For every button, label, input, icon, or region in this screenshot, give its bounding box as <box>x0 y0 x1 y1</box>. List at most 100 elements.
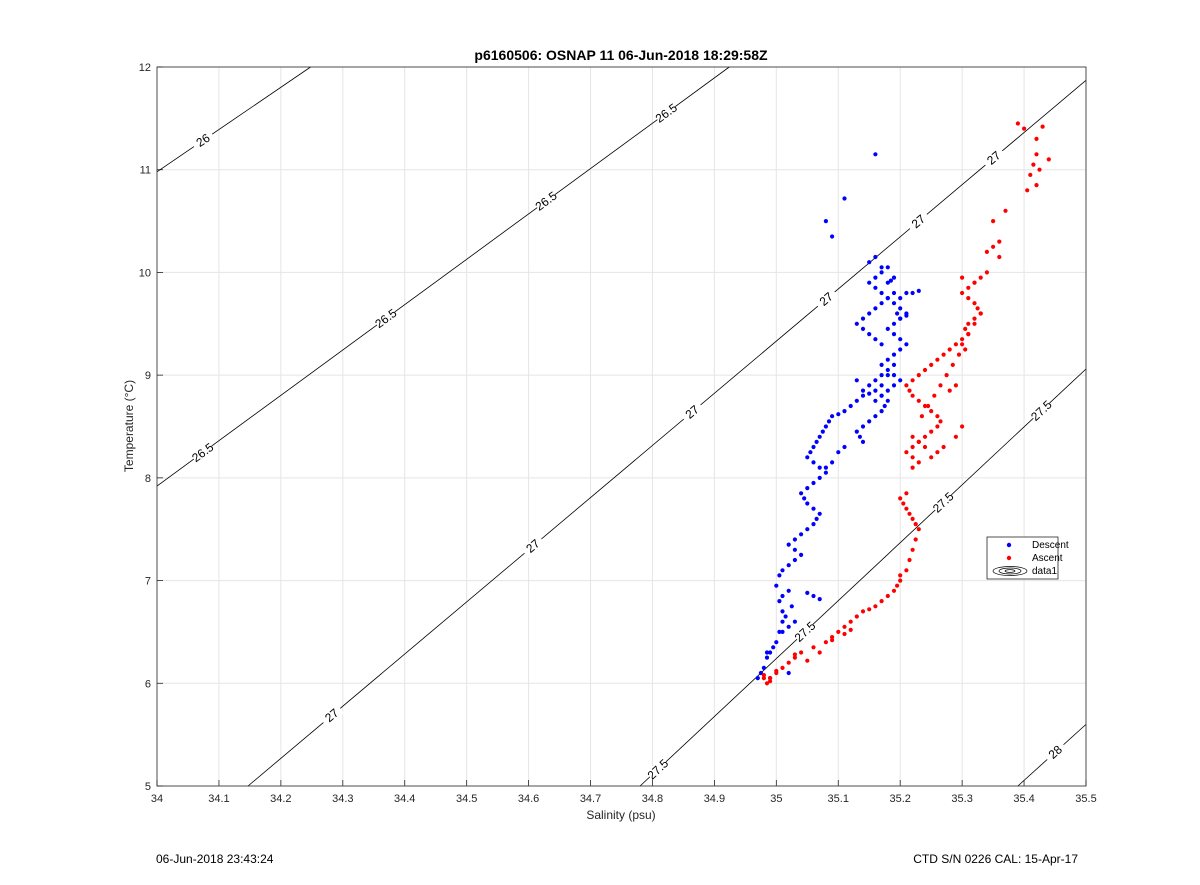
ascent-point <box>929 429 934 434</box>
ascent-point <box>997 254 1002 260</box>
ascent-point <box>768 676 773 681</box>
ascent-point <box>904 450 909 455</box>
y-tick-labels: 5 6 7 8 9 10 11 12 <box>139 62 151 793</box>
ascent-point <box>916 373 921 378</box>
ascent-point <box>907 388 912 393</box>
descent-point <box>916 288 921 293</box>
descent-point <box>792 537 798 542</box>
contour-label-bg <box>1043 740 1068 764</box>
x-tick-label: 35.5 <box>1075 793 1096 805</box>
descent-point <box>777 599 782 604</box>
descent-point <box>780 593 785 599</box>
x-tick-label: 35.3 <box>951 793 972 805</box>
descent-point <box>891 275 897 280</box>
ascent-point <box>910 378 915 383</box>
descent-point <box>857 434 863 439</box>
descent-point <box>780 568 785 573</box>
ascent-point <box>860 609 866 614</box>
ascent-point <box>842 624 847 629</box>
ascent-point <box>792 652 798 657</box>
ascent-point <box>953 383 959 388</box>
descent-point <box>811 522 816 527</box>
descent-point <box>873 337 878 342</box>
ascent-point <box>1025 188 1030 193</box>
ascent-point <box>975 306 980 311</box>
descent-point <box>799 532 804 537</box>
descent-point <box>904 313 909 318</box>
descent-point <box>885 357 890 362</box>
legend-marker-contour-icon <box>992 566 1028 576</box>
ascent-point <box>910 455 915 460</box>
descent-point <box>805 486 810 491</box>
x-axis-label: Salinity (psu) <box>586 808 655 822</box>
descent-point <box>885 265 890 270</box>
legend-label-ascent: Ascent <box>1032 553 1063 564</box>
descent-point <box>879 383 884 388</box>
plot-frame <box>156 66 1087 787</box>
descent-point <box>817 597 822 602</box>
ascent-point <box>780 665 785 671</box>
ascent-point <box>935 414 940 419</box>
descent-point <box>854 429 859 434</box>
ascent-point <box>1034 152 1039 157</box>
descent-point <box>811 460 816 465</box>
ascent-point <box>895 583 900 588</box>
descent-point <box>910 290 915 296</box>
ascent-point <box>916 439 921 444</box>
descent-point <box>873 152 878 157</box>
descent-point <box>867 260 872 265</box>
ascent-point <box>761 676 767 681</box>
descent-point <box>799 491 804 496</box>
descent-point <box>891 332 897 337</box>
footer-timestamp: 06-Jun-2018 23:43:24 <box>156 852 274 866</box>
descent-point <box>774 583 779 588</box>
ascent-point <box>1022 126 1027 131</box>
legend-box <box>986 536 1059 580</box>
descent-point <box>873 285 878 290</box>
descent-point <box>842 196 847 201</box>
ascent-point <box>991 244 996 249</box>
descent-point <box>805 501 810 506</box>
contour-label-bg <box>645 757 671 782</box>
ascent-point <box>960 275 965 280</box>
ascent-point <box>960 337 965 342</box>
ascent-point <box>817 650 822 655</box>
ascent-point <box>966 332 971 337</box>
ascent-point <box>935 424 940 429</box>
ascent-point <box>910 547 915 552</box>
ascent-point <box>873 604 878 609</box>
descent-point <box>885 373 890 378</box>
descent-point <box>783 614 788 619</box>
descent-point <box>879 342 884 347</box>
descent-point <box>755 676 760 681</box>
ascent-point <box>922 444 928 450</box>
descent-point <box>814 516 819 522</box>
descent-point <box>885 367 890 373</box>
contour-label-bg <box>653 101 679 125</box>
descent-point <box>860 424 866 429</box>
x-tick-label: 34.5 <box>456 793 477 805</box>
ascent-point <box>842 631 847 637</box>
ascent-point <box>966 321 971 326</box>
descent-point <box>805 455 810 460</box>
x-tick-label: 34.1 <box>208 793 229 805</box>
grid <box>156 66 1087 787</box>
descent-point <box>873 388 878 393</box>
density-contours: 2626.526.526.526.527272727272727.527.527… <box>156 66 1087 787</box>
ascent-point <box>956 352 962 357</box>
legend-marker-ascent <box>1006 555 1012 561</box>
descent-point <box>867 280 872 285</box>
ascent-point <box>929 362 934 367</box>
ascent-point <box>799 650 804 655</box>
x-tick-labels: 34 34.1 34.2 34.3 34.4 34.5 34.6 34.7 34.8 34.9 35… <box>151 793 1097 805</box>
ascent-point <box>774 668 779 674</box>
y-axis-label: Temperature (°C) <box>122 380 136 472</box>
descent-point <box>848 403 853 409</box>
descent-point <box>867 311 872 316</box>
descent-point <box>879 373 884 378</box>
y-tick-label: 7 <box>145 576 151 588</box>
descent-point <box>786 624 791 629</box>
ascent-point <box>891 588 897 593</box>
contour-label-bg <box>906 209 931 234</box>
ascent-point <box>854 614 859 619</box>
